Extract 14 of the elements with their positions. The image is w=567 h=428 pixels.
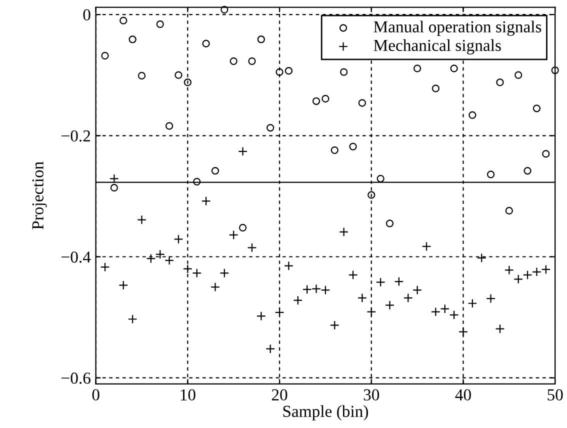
x-tick-label: 40 bbox=[455, 389, 471, 401]
y-tick-label: −0.6 bbox=[62, 372, 90, 384]
legend-label: Mechanical signals bbox=[374, 39, 501, 54]
x-axis-title: Sample (bin) bbox=[283, 405, 368, 420]
x-tick-label: 0 bbox=[92, 389, 100, 401]
y-tick-label: −0.4 bbox=[62, 251, 91, 263]
x-tick-label: 50 bbox=[548, 389, 563, 401]
y-tick-label: −0.2 bbox=[62, 130, 90, 142]
x-tick-label: 20 bbox=[272, 389, 288, 401]
y-axis-title: Projection bbox=[32, 162, 47, 230]
x-tick-label: 30 bbox=[364, 389, 380, 401]
x-tick-label: 10 bbox=[180, 389, 196, 401]
y-tick-label: 0 bbox=[83, 9, 90, 20]
legend-label: Manual operation signals bbox=[374, 20, 542, 36]
